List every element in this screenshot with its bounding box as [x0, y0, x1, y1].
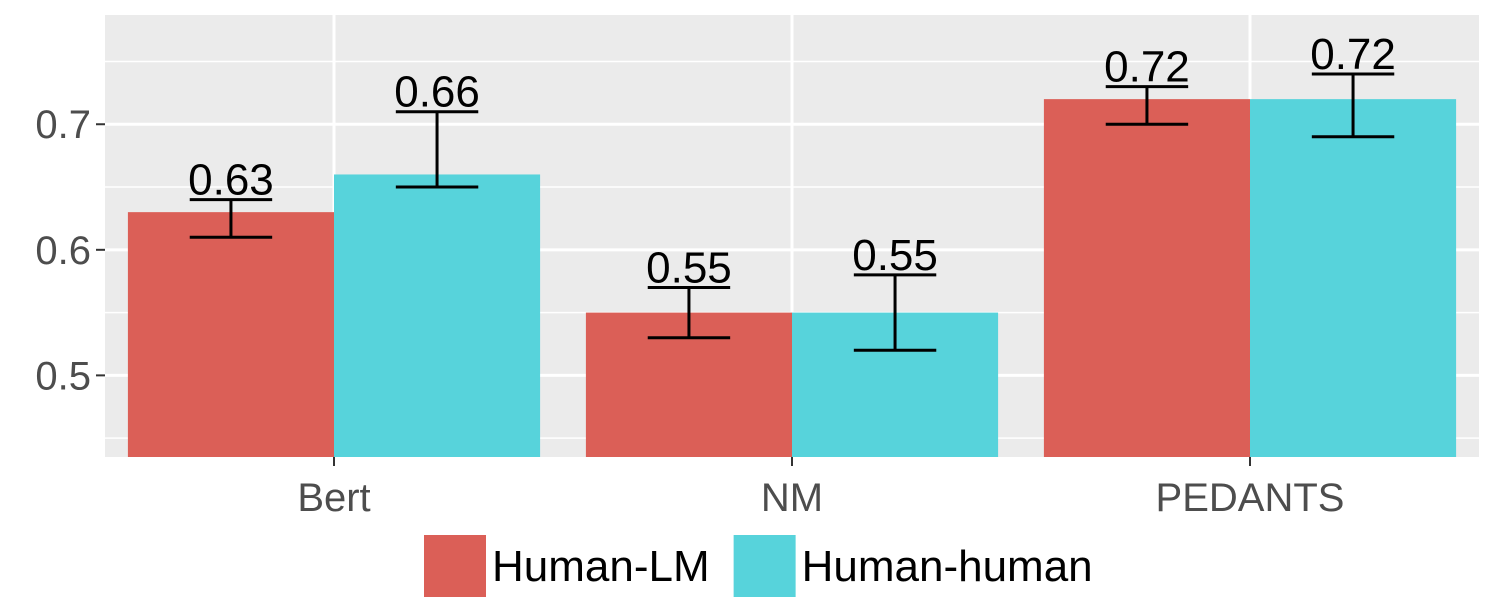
y-tick-label: 0.7 — [35, 103, 91, 147]
y-tick-label: 0.6 — [35, 229, 91, 273]
bar-human-lm-pedants — [1043, 99, 1250, 458]
legend-key-human-human — [733, 535, 796, 597]
bar-human-lm-bert — [127, 212, 335, 457]
data-label: 0.55 — [646, 243, 732, 292]
data-label: 0.72 — [1310, 30, 1396, 79]
legend-label: Human-human — [802, 542, 1093, 591]
legend-label: Human-LM — [492, 542, 710, 591]
y-tick-label: 0.5 — [35, 354, 91, 398]
data-label: 0.66 — [394, 68, 480, 117]
x-tick-label: PEDANTS — [1156, 476, 1345, 520]
error-bars-layer — [189, 72, 1395, 352]
x-tick-label: NM — [761, 476, 823, 520]
bars-layer — [127, 99, 1457, 458]
x-tick-label: Bert — [297, 476, 370, 520]
x-axis: Bert NM PEDANTS — [297, 457, 1344, 520]
data-label: 0.55 — [852, 231, 938, 280]
bar-human-human-bert — [334, 174, 541, 457]
data-label: 0.72 — [1104, 43, 1190, 92]
y-axis: 0.5 0.6 0.7 — [35, 103, 105, 398]
data-labels-layer: 0.63 0.55 0.72 0.66 0.55 0.72 — [188, 30, 1396, 292]
data-label: 0.63 — [188, 156, 274, 205]
bar-human-human-pedants — [1250, 99, 1457, 458]
legend: Human-LM Human-human — [424, 535, 1093, 597]
legend-key-human-lm — [424, 535, 486, 597]
